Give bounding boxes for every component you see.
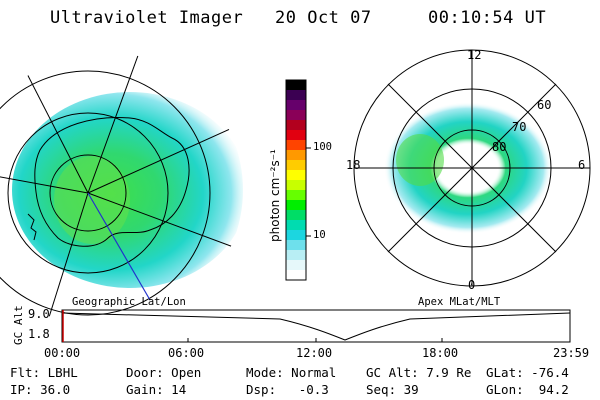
colorbar-tick-10: 10 <box>313 229 326 241</box>
color-scale-bar <box>286 80 306 281</box>
mlt-grid <box>354 50 590 286</box>
mlat-label-80: 80 <box>492 140 507 154</box>
timeline-xtick-0000: 00:00 <box>44 346 81 360</box>
latitude-grid <box>0 52 243 328</box>
colorbar-swatch <box>286 270 306 281</box>
colorbar-swatch <box>286 80 306 91</box>
mlt-label-0: 0 <box>468 278 476 292</box>
mlt-label-12: 12 <box>467 48 482 62</box>
left-panel-label: Geographic Lat/Lon <box>72 296 186 308</box>
glat-value: -76.4 <box>531 365 569 380</box>
colorbar-swatch <box>286 220 306 231</box>
colorbar-swatch <box>286 140 306 151</box>
info-seq: Seq: 39 <box>366 382 419 397</box>
timeline-xtick-1200: 12:00 <box>296 346 333 360</box>
colorbar-swatch <box>286 180 306 191</box>
gc-alt-value: 7.9 Re <box>426 365 472 380</box>
colorbar-swatch <box>286 160 306 171</box>
ip-value: 36.0 <box>40 382 71 397</box>
info-dsp: Dsp: -0.3 <box>246 382 329 397</box>
info-filter: Flt: LBHL <box>10 365 78 380</box>
colorbar-swatch <box>286 190 306 201</box>
mlat-label-70: 70 <box>512 120 527 134</box>
info-gain: Gain: 14 <box>126 382 187 397</box>
colorbar-swatch <box>286 120 306 131</box>
glon-value: 94.2 <box>538 382 569 397</box>
geographic-map <box>0 52 243 328</box>
instrument-title: Ultraviolet Imager <box>50 8 244 28</box>
timeline-y-label: GC Alt <box>12 305 25 345</box>
mlt-label-18: 18 <box>346 158 361 172</box>
colorbar-swatch <box>286 90 306 101</box>
colorbar-swatch <box>286 250 306 261</box>
magnetic-map <box>353 49 591 287</box>
timeline-xtick-0600: 06:00 <box>168 346 205 360</box>
view-direction-line <box>87 192 151 301</box>
mode-value: Normal <box>291 365 337 380</box>
longitude-grid <box>0 52 243 328</box>
dsp-value: -0.3 <box>298 382 329 397</box>
gain-value: 14 <box>171 382 187 397</box>
seq-value: 39 <box>403 382 419 397</box>
colorbar-swatch <box>286 100 306 111</box>
colorbar-swatch <box>286 210 306 221</box>
info-mode: Mode: Normal <box>246 365 337 380</box>
colorbar-swatch <box>286 110 306 121</box>
filter-value: LBHL <box>47 365 78 380</box>
mlat-label-60: 60 <box>537 98 552 112</box>
right-panel-label: Apex MLat/MLT <box>418 296 501 308</box>
colorbar-tick-100: 100 <box>313 141 332 153</box>
timeline-xtick-2359: 23:59 <box>553 346 590 360</box>
timeline-xtick-1800: 18:00 <box>422 346 459 360</box>
info-door: Door: Open <box>126 365 202 380</box>
colorbar-swatch <box>286 200 306 211</box>
colorbar-swatch <box>286 240 306 251</box>
colorbar-swatch <box>286 150 306 161</box>
colorbar-swatch <box>286 170 306 181</box>
info-glon: GLon: 94.2 <box>486 382 569 397</box>
colorbar-swatch <box>286 230 306 241</box>
colorbar-swatch <box>286 130 306 141</box>
coastline <box>34 117 190 247</box>
altitude-curve <box>61 312 571 341</box>
altitude-timeline <box>61 309 571 343</box>
colorbar-unit-label: photon cm⁻²s⁻¹ <box>268 149 282 242</box>
time-label: 00:10:54 UT <box>428 8 547 28</box>
info-glat: GLat: -76.4 <box>486 365 569 380</box>
aurora-emission <box>12 92 243 288</box>
timeline-ytick-1.8: 1.8 <box>28 327 50 341</box>
date-label: 20 Oct 07 <box>275 8 372 28</box>
info-gc-alt: GC Alt: 7.9 Re <box>366 365 472 380</box>
info-ip: IP: 36.0 <box>10 382 71 397</box>
timeline-ytick-9: 9.0 <box>28 307 50 321</box>
colorbar-swatch <box>286 260 306 271</box>
mlt-label-6: 6 <box>578 158 586 172</box>
door-value: Open <box>171 365 202 380</box>
